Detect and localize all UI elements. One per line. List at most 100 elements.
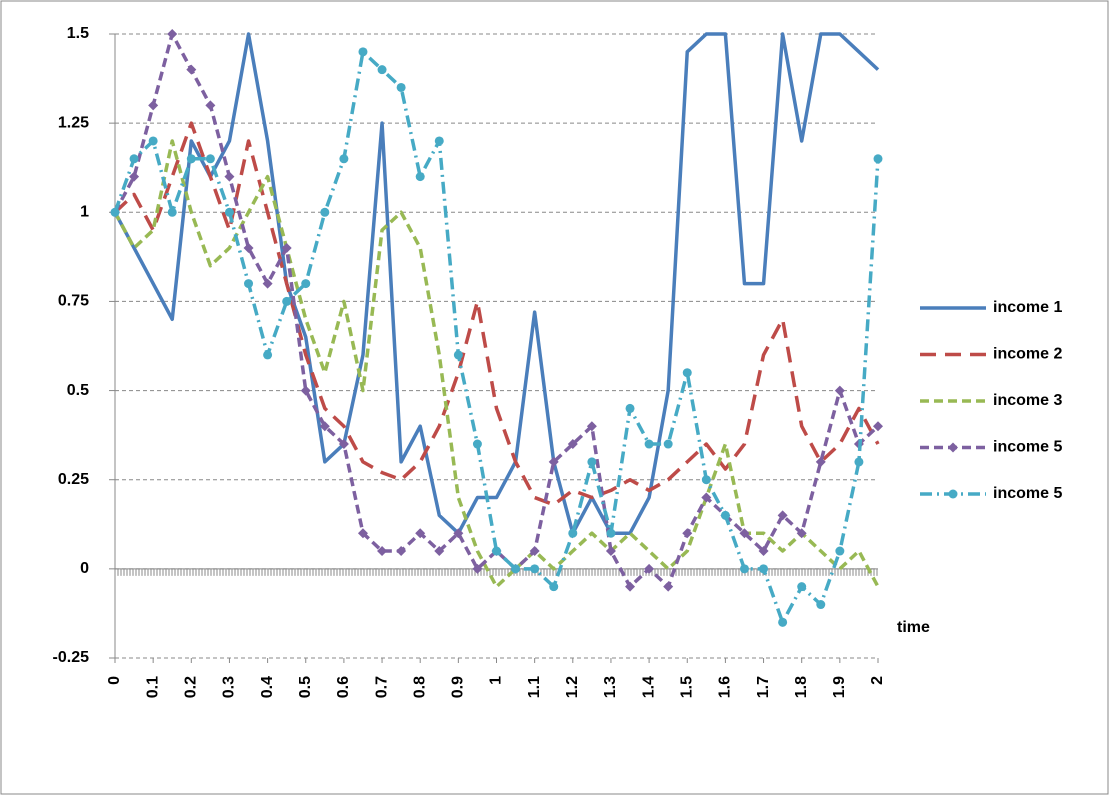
legend-marker <box>948 489 958 499</box>
marker <box>300 385 311 396</box>
marker <box>415 528 426 539</box>
series-line <box>113 139 880 589</box>
marker <box>244 279 254 289</box>
x-tick-label: 0.3 <box>221 676 238 698</box>
x-tick-label: 0.7 <box>373 676 390 698</box>
x-tick-label: 0.5 <box>297 676 314 698</box>
x-tick-label: 1.9 <box>831 676 848 698</box>
marker <box>511 564 521 574</box>
marker <box>148 136 158 146</box>
x-tick-label: 1.3 <box>602 676 619 698</box>
marker <box>663 439 673 449</box>
marker <box>357 528 368 539</box>
marker <box>167 207 177 217</box>
marker <box>873 421 883 432</box>
marker <box>720 510 730 520</box>
marker <box>396 546 407 557</box>
x-tick-label: 1.7 <box>755 676 772 698</box>
y-tick-label: 1.25 <box>58 114 89 131</box>
marker <box>548 456 559 467</box>
x-axis-label: time <box>897 619 930 636</box>
y-tick-label: 0 <box>80 560 89 577</box>
marker <box>129 154 139 164</box>
x-tick-label: 2 <box>869 676 886 685</box>
marker <box>434 546 445 557</box>
x-tick-label: 0.1 <box>144 676 161 698</box>
legend-label: income 5 <box>993 439 1062 456</box>
marker <box>816 600 826 610</box>
marker <box>605 546 616 557</box>
marker <box>835 546 845 556</box>
marker <box>625 403 635 413</box>
marker <box>110 207 120 217</box>
marker <box>339 154 349 164</box>
marker <box>606 528 616 538</box>
marker <box>434 136 444 146</box>
y-tick-label: 0.5 <box>67 382 89 399</box>
series-line <box>113 32 880 535</box>
marker <box>682 528 693 539</box>
marker <box>415 172 425 182</box>
marker <box>281 242 292 253</box>
y-tick-label: -0.25 <box>53 649 90 666</box>
x-tick-label: 0.2 <box>183 676 200 698</box>
series-line <box>113 32 880 589</box>
marker <box>396 82 406 92</box>
marker <box>358 47 368 57</box>
marker <box>644 439 654 449</box>
marker <box>263 350 273 360</box>
marker <box>472 563 483 574</box>
marker <box>701 475 711 485</box>
marker <box>205 154 215 164</box>
x-tick-label: 0.9 <box>450 676 467 698</box>
legend-marker <box>948 442 958 453</box>
x-axis-ticks <box>115 568 878 576</box>
marker <box>319 421 330 432</box>
marker <box>549 582 559 592</box>
marker <box>739 528 750 539</box>
marker <box>644 563 655 574</box>
marker <box>625 581 636 592</box>
x-tick-label: 1.2 <box>564 676 581 698</box>
x-tick-label: 1.1 <box>526 676 543 698</box>
x-tick-label: 1.8 <box>793 676 810 698</box>
marker <box>453 350 463 360</box>
x-tick-label: 0.4 <box>259 676 276 698</box>
marker <box>777 510 788 521</box>
marker <box>797 582 807 592</box>
marker <box>262 278 273 289</box>
marker <box>186 64 197 75</box>
plot-area <box>110 29 883 627</box>
marker <box>148 100 159 111</box>
marker <box>472 439 482 449</box>
legend: income 1 income 2 income 3 income 5 income 5 <box>920 299 1062 502</box>
x-tick-label: 1.4 <box>640 676 657 698</box>
series-line <box>113 121 880 507</box>
marker <box>854 457 864 467</box>
x-tick-label: 0.6 <box>335 676 352 698</box>
marker <box>167 29 178 39</box>
marker <box>739 564 749 574</box>
marker <box>834 385 845 396</box>
marker <box>243 242 254 253</box>
marker <box>796 528 807 539</box>
marker <box>530 564 540 574</box>
marker <box>301 279 311 289</box>
legend-label: income 1 <box>993 299 1062 316</box>
x-tick-label: 1.5 <box>678 676 695 698</box>
marker <box>567 439 578 450</box>
marker <box>663 581 674 592</box>
marker <box>568 528 578 538</box>
marker <box>529 546 540 557</box>
marker <box>320 207 330 217</box>
marker <box>224 207 234 217</box>
y-tick-label: 1 <box>80 204 89 221</box>
marker <box>377 546 388 557</box>
y-tick-label: 0.25 <box>58 471 89 488</box>
marker <box>759 564 769 574</box>
marker <box>758 546 769 557</box>
marker <box>224 171 235 182</box>
legend-label: income 3 <box>993 392 1062 409</box>
marker <box>205 100 216 111</box>
y-tick-label: 1.5 <box>67 25 89 42</box>
